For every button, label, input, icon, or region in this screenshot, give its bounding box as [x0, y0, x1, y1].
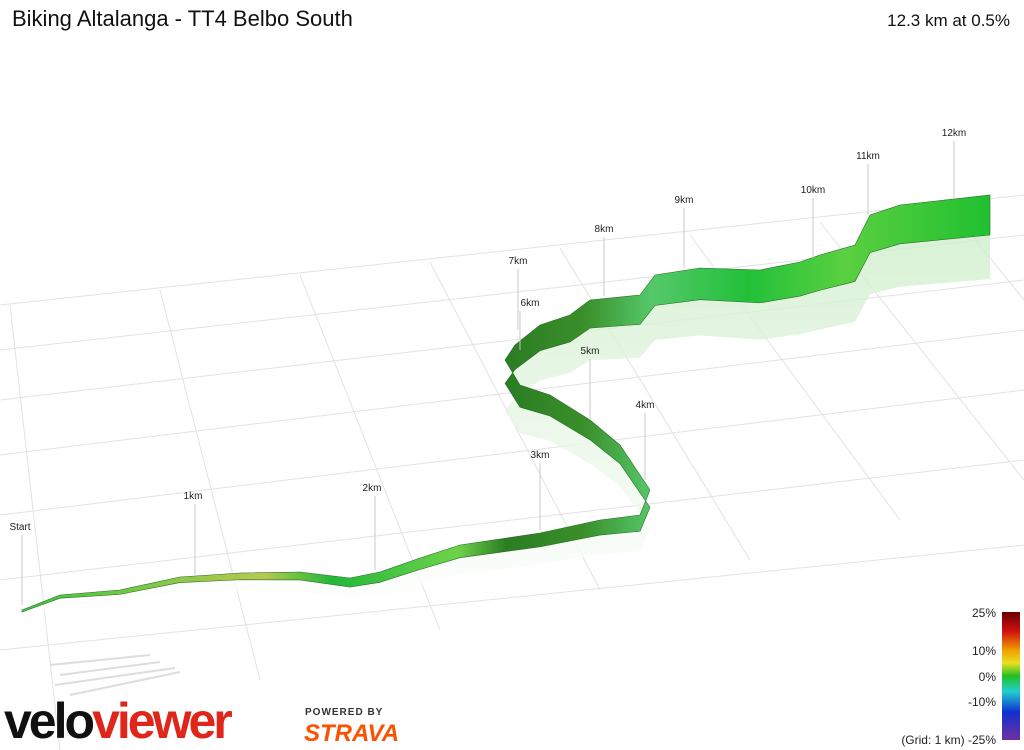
legend-label: 10%	[972, 644, 996, 658]
marker-label: 11km	[856, 151, 880, 162]
logo: veloviewer	[4, 693, 232, 749]
marker-label: 1km	[184, 491, 203, 502]
marker-label: 4km	[636, 400, 655, 411]
km-markers: Start 1km 2km 3km 4km 5km 6km 7km 8km 9km 10km 11km…	[9, 128, 966, 605]
compass	[49, 654, 181, 696]
powered-by: POWERED BY	[305, 707, 383, 718]
marker-label: 3km	[531, 450, 550, 461]
strava-logo: STRAVA	[304, 720, 399, 747]
marker-label: Start	[9, 522, 30, 533]
marker-label: 8km	[595, 224, 614, 235]
logo-velo: velo	[4, 693, 94, 749]
marker-label: 12km	[942, 128, 966, 139]
route-reflection	[22, 235, 990, 618]
route	[21, 194, 991, 618]
legend-label: -10%	[968, 695, 996, 709]
marker-label: 9km	[675, 195, 694, 206]
summary: 12.3 km at 0.5%	[887, 11, 1010, 30]
route-ribbon	[21, 194, 991, 613]
marker-label: 6km	[521, 298, 540, 309]
marker-label: 2km	[363, 483, 382, 494]
title: Biking Altalanga - TT4 Belbo South	[12, 6, 353, 31]
legend-label: 25%	[972, 606, 996, 620]
marker-label: 7km	[509, 256, 528, 267]
marker-label: 10km	[801, 185, 825, 196]
legend-label: 0%	[979, 670, 997, 684]
legend-label: (Grid: 1 km) -25%	[901, 733, 996, 747]
gradient-scale	[1002, 612, 1020, 740]
logo-viewer: viewer	[92, 693, 232, 749]
marker-label: 5km	[581, 346, 600, 357]
